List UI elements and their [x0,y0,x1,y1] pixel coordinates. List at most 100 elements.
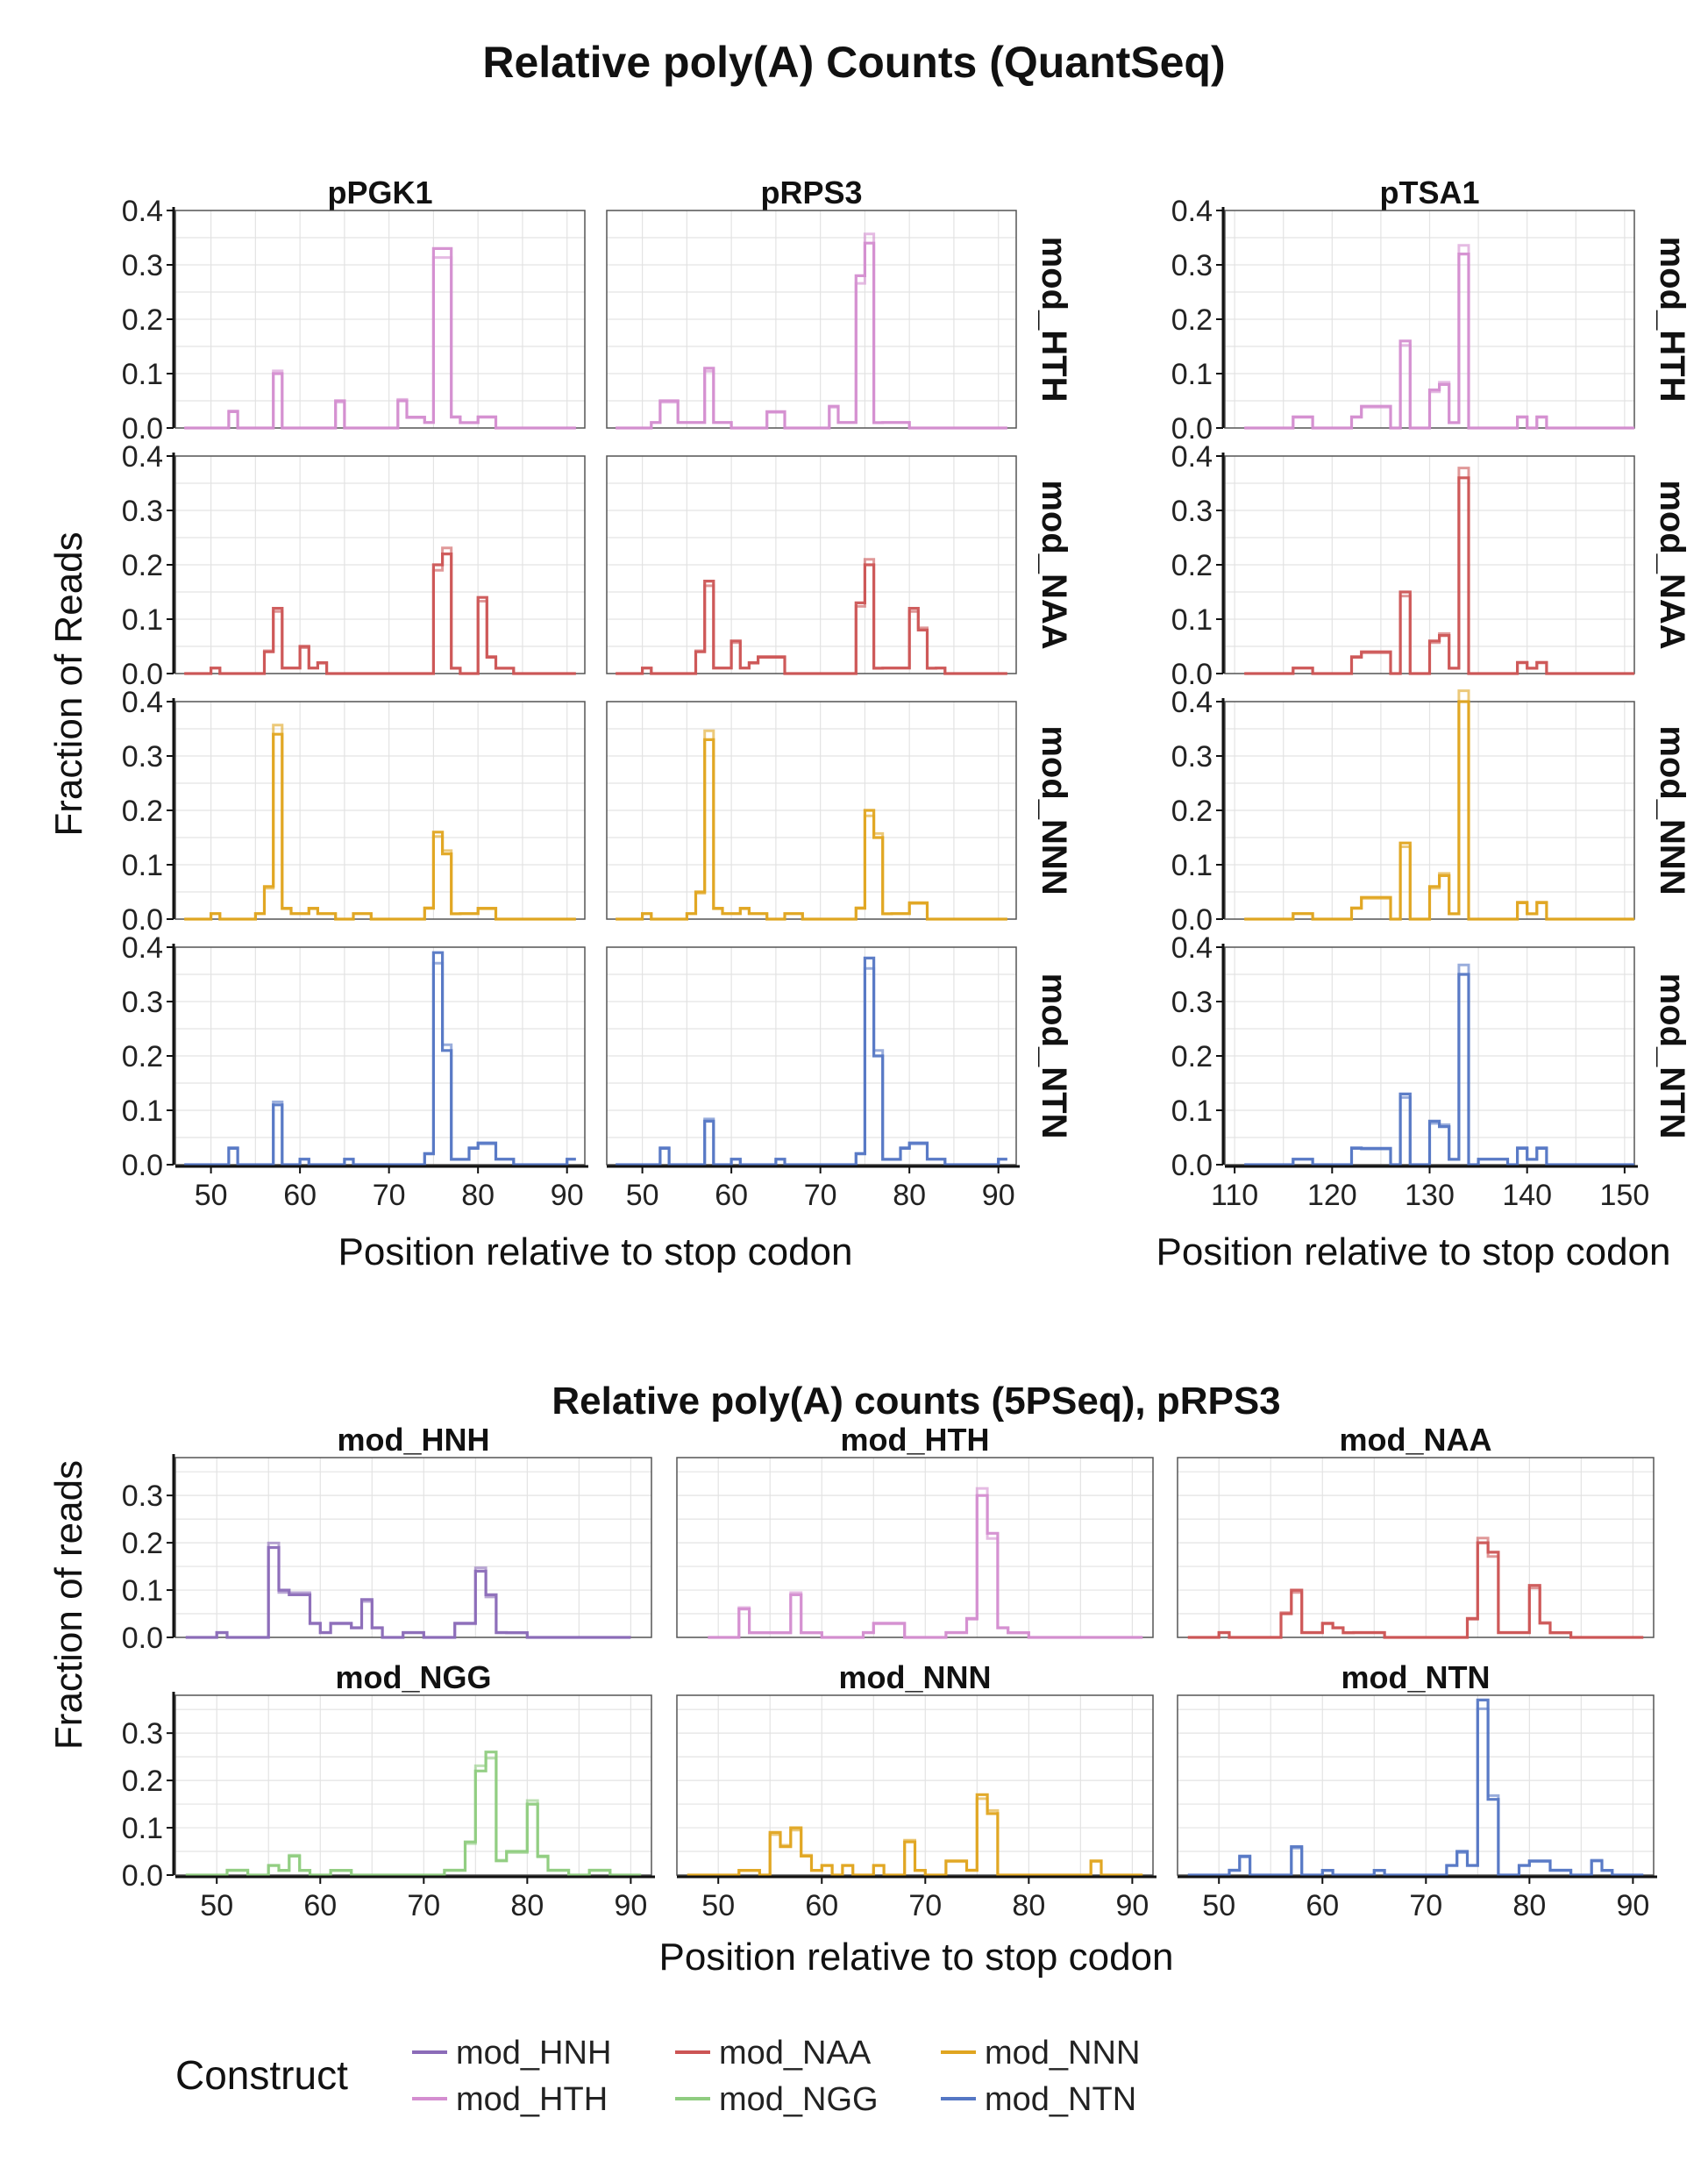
y-tick-label: 0.0 [122,1622,163,1655]
y-tick-label: 0.0 [1171,412,1213,446]
panel-mod_NTN: 50 60 70 80 90 mod_NTN [1177,1659,1657,1922]
series-line [184,246,576,430]
y-tick-label: 0.0 [122,1149,163,1182]
x-tick-label: 150 [1600,1179,1650,1212]
x-tick-label: 60 [805,1889,838,1922]
x-tick-label: 50 [195,1179,228,1212]
series-line [1244,973,1634,1166]
y-tick-label: 0.4 [122,195,163,228]
series-line [616,563,1007,675]
top-x-axis-label-left: Position relative to stop codon [338,1230,852,1273]
y-tick-label: 0.1 [122,1812,163,1845]
panel-pPGK1-mod_NNN: 0.0 0.1 0.2 0.3 0.4 [122,686,586,937]
panel-border [174,1457,652,1638]
y-tick-label: 0.0 [1171,658,1213,691]
top-x-axis-label-right: Position relative to stop codon [1156,1230,1670,1273]
panel-pPGK1-mod_NTN: 0.0 0.1 0.2 0.3 0.4 50 60 70 80 90 [122,931,588,1212]
series-line [184,732,576,921]
x-tick-label: 70 [804,1179,837,1212]
y-tick-label: 0.0 [122,412,163,446]
y-tick-label: 0.3 [122,495,163,528]
legend-item-mod_NNN: mod_NNN [941,2035,1140,2072]
y-tick-label: 0.1 [122,358,163,391]
panel-mod_NAA: mod_NAA [1177,1422,1655,1639]
y-tick-label: 0.0 [1171,903,1213,937]
panel-mod_HNH: 0.0 0.1 0.2 0.3 mod_HNH [122,1422,652,1655]
x-tick-label: 70 [908,1889,942,1922]
x-tick-label: 140 [1502,1179,1552,1212]
y-tick-label: 0.4 [122,440,163,474]
y-tick-label: 0.4 [1171,931,1213,965]
y-tick-label: 0.1 [1171,1095,1213,1128]
x-tick-label: 50 [200,1889,233,1922]
series-line [1244,700,1634,921]
legend-item-mod_HNH: mod_HNH [412,2035,611,2072]
x-tick-label: 60 [283,1179,317,1212]
panel-pPGK1-mod_NAA: 0.0 0.1 0.2 0.3 0.4 [122,440,586,691]
legend-item-mod_HTH: mod_HTH [412,2081,608,2118]
series-line [184,553,576,675]
series-line [616,738,1007,921]
y-tick-label: 0.0 [122,903,163,937]
y-tick-label: 0.2 [122,303,163,337]
panel-pTSA1-mod_NTN: 0.0 0.1 0.2 0.3 0.4 110 120 130 140 150 mod_NTN [1171,931,1691,1212]
facet-strip-label: pRPS3 [760,175,862,210]
x-tick-label: 120 [1307,1179,1357,1212]
series-line [184,951,576,1166]
row-strip-label: mod_HTH [1035,237,1073,403]
y-tick-label: 0.0 [122,658,163,691]
y-tick-label: 0.3 [122,986,163,1019]
x-tick-label: 70 [373,1179,406,1212]
legend: Construct mod_HNH mod_HTH mod_NAA mod_NGG mo… [175,2035,1140,2118]
y-tick-label: 0.4 [122,686,163,719]
y-tick-label: 0.3 [122,740,163,774]
facet-strip-label: mod_HNH [337,1422,489,1458]
x-tick-label: 80 [461,1179,495,1212]
row-strip-label: mod_NNN [1653,725,1691,895]
y-tick-label: 0.4 [1171,686,1213,719]
x-tick-label: 60 [1306,1889,1339,1922]
panel-border [676,1694,1154,1876]
facet-strip-label: mod_NAA [1339,1422,1491,1458]
bottom-title: Relative poly(A) counts (5PSeq), pRPS3 [552,1380,1280,1423]
y-tick-label: 0.3 [1171,986,1213,1019]
series-line [687,1793,1143,1877]
y-tick-label: 0.3 [122,1480,163,1513]
legend-label: mod_HTH [456,2081,608,2118]
y-tick-label: 0.3 [122,1717,163,1751]
legend-title: Construct [175,2052,348,2098]
row-strip-label: mod_NNN [1035,725,1073,895]
series-line [1187,1698,1644,1877]
facet-strip-label: mod_HTH [841,1422,990,1458]
panel-background [1178,1458,1654,1637]
x-tick-label: 90 [982,1179,1015,1212]
x-tick-label: 80 [893,1179,926,1212]
legend-label: mod_HNH [456,2035,611,2072]
facet-strip-label: pTSA1 [1379,175,1479,210]
panel-background [677,1458,1153,1637]
panel-pTSA1-mod_NNN: 0.0 0.1 0.2 0.3 0.4 mod_NNN [1171,686,1691,937]
y-tick-label: 0.3 [122,249,163,282]
y-tick-label: 0.0 [1171,1149,1213,1182]
y-tick-label: 0.3 [1171,740,1213,774]
series-line [185,1751,642,1877]
legend-label: mod_NGG [719,2081,879,2118]
panel-background [1178,1695,1654,1875]
facet-strip-label: pPGK1 [327,175,432,210]
y-tick-label: 0.3 [1171,495,1213,528]
y-tick-label: 0.2 [122,795,163,828]
y-tick-label: 0.4 [1171,195,1213,228]
panel-mod_NNN: 50 60 70 80 90 mod_NNN [676,1659,1156,1922]
series-line [1244,476,1634,675]
facet-strip-label: mod_NGG [335,1659,491,1695]
top-y-axis-label: Fraction of Reads [47,531,90,836]
panel-mod_HTH: mod_HTH [676,1422,1154,1639]
panel-pPGK1-mod_HTH: 0.0 0.1 0.2 0.3 0.4 pPGK1 [122,175,586,446]
legend-item-mod_NTN: mod_NTN [941,2081,1136,2118]
legend-label: mod_NAA [719,2035,872,2072]
facet-strip-label: mod_NNN [838,1659,991,1695]
panel-pRPS3-mod_HTH: pRPS3 mod_HTH [606,175,1073,430]
x-tick-label: 80 [510,1889,544,1922]
